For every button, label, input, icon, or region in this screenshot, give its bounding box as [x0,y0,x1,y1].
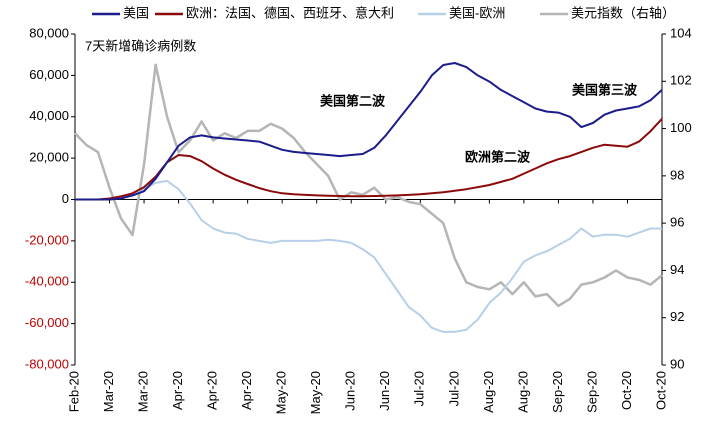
x-tick-label: Jun-20 [343,371,358,411]
y2-tick-label: 94 [670,262,684,277]
x-tick-label: Apr-20 [205,371,220,410]
x-tick-label: Jul-20 [446,371,461,406]
y-tick-label: 80,000 [29,25,69,40]
y2-tick-label: 102 [670,73,692,88]
x-tick-label: Oct-20 [653,371,668,410]
y2-tick-label: 90 [670,356,684,371]
x-tick-label: Mar-20 [135,371,150,412]
annotation: 美国第二波 [320,93,386,108]
y-tick-label: 20,000 [29,150,69,165]
y-tick-label: -60,000 [25,315,69,330]
x-tick-label: May-20 [274,371,289,414]
series-line [75,179,662,333]
legend-label: 欧洲：法国、德国、西班牙、意大利 [186,5,394,20]
y2-tick-label: 92 [670,309,684,324]
x-tick-label: Apr-20 [170,371,185,410]
x-tick-label: Apr-20 [239,371,254,410]
x-tick-label: Aug-20 [481,371,496,413]
y2-tick-label: 100 [670,120,692,135]
x-tick-label: Mar-20 [101,371,116,412]
legend-label: 美国 [123,5,149,20]
x-tick-label: Jul-20 [412,371,427,406]
annotation: 欧洲第二波 [465,149,531,164]
x-tick-label: May-20 [308,371,323,414]
annotation: 7天新增确诊病例数 [85,38,196,53]
y-tick-label: 60,000 [29,67,69,82]
y-tick-label: 40,000 [29,108,69,123]
x-tick-label: Sep-20 [584,371,599,413]
legend-label: 美元指数（右轴） [571,5,675,20]
series-line [74,63,663,308]
y-tick-label: -40,000 [25,274,69,289]
y2-tick-label: 98 [670,167,684,182]
series-line [75,118,663,201]
x-tick-label: Oct-20 [619,371,634,410]
annotation: 美国第三波 [572,82,638,97]
y-tick-label: 0 [62,191,69,206]
x-tick-label: Feb-20 [66,371,81,412]
y-tick-label: -80,000 [25,356,69,371]
x-tick-label: Jun-20 [377,371,392,411]
y2-tick-label: 104 [670,25,692,40]
y-tick-label: -20,000 [25,232,69,247]
y2-tick-label: 96 [670,215,684,230]
series-line [75,62,663,201]
legend-label: 美国-欧洲 [449,5,505,20]
x-tick-label: Aug-20 [515,371,530,413]
x-tick-label: Sep-20 [550,371,565,413]
